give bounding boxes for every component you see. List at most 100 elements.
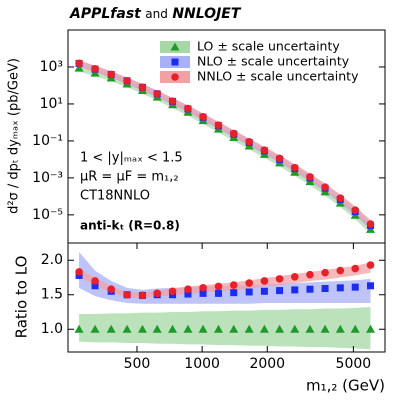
data-point — [91, 65, 99, 73]
annotation: anti-kₜ (R=0.8) — [80, 219, 180, 233]
y-tick-label: 10¹ — [40, 96, 63, 112]
data-point — [230, 289, 238, 297]
data-point — [91, 277, 99, 285]
data-point — [321, 268, 329, 277]
legend-marker — [171, 73, 179, 81]
title-part: APPLfast — [69, 6, 142, 22]
data-point — [153, 289, 161, 298]
data-point — [306, 173, 314, 181]
legend-marker — [171, 58, 179, 66]
data-point — [335, 324, 345, 333]
x-tick-label: 5000 — [336, 356, 372, 372]
y-tick-label: 1.0 — [41, 321, 63, 337]
data-point — [106, 324, 116, 333]
legend-label: NLO ± scale uncertainty — [197, 54, 350, 69]
data-point — [153, 89, 161, 98]
data-point — [214, 289, 222, 297]
data-point — [366, 324, 376, 333]
y-tick-label: 1.5 — [41, 287, 63, 303]
annotation: 1 < |y|ₘₐₓ < 1.5 — [80, 151, 183, 166]
legend-marker — [170, 42, 180, 51]
chart-title: APPLfast and NNLOJET — [69, 6, 242, 22]
data-point — [123, 77, 131, 85]
title-part: and — [145, 7, 168, 21]
data-point — [213, 324, 223, 333]
data-point — [259, 324, 269, 333]
data-point — [290, 324, 300, 333]
x-axis-label: m₁,₂ (GeV) — [306, 377, 385, 395]
legend-label: NNLO ± scale uncertainty — [197, 69, 359, 84]
data-point — [306, 285, 314, 293]
data-point — [290, 163, 299, 172]
title-part: NNLOJET — [172, 6, 242, 22]
y-tick-label: 10⁻¹ — [32, 133, 63, 149]
plot-area — [74, 251, 376, 350]
data-point — [350, 324, 360, 333]
data-point — [351, 206, 360, 215]
annotation: CT18NNLO — [80, 189, 150, 204]
x-tick-label: 500 — [124, 356, 151, 372]
y-axis-label: Ratio to LO — [13, 256, 31, 339]
data-point — [198, 324, 208, 333]
data-point — [199, 289, 207, 297]
data-point — [183, 324, 193, 333]
y-tick-label: 10⁻³ — [32, 170, 63, 186]
data-point — [366, 261, 375, 269]
data-point — [260, 146, 269, 154]
data-point — [90, 324, 100, 333]
uncertainty-band — [79, 262, 371, 299]
data-point — [214, 282, 223, 291]
data-point — [260, 287, 268, 295]
data-point — [91, 282, 99, 290]
data-point — [321, 285, 329, 293]
data-point — [107, 285, 115, 294]
data-point — [336, 284, 344, 292]
data-point — [137, 324, 147, 333]
data-point — [351, 283, 359, 291]
data-point — [244, 324, 254, 333]
plot-area — [74, 59, 376, 233]
y-tick-label: 10⁻⁵ — [32, 207, 63, 223]
data-point — [366, 220, 375, 228]
data-point — [74, 324, 84, 333]
x-tick-label: 1000 — [184, 356, 220, 372]
data-point — [75, 59, 83, 68]
data-point — [199, 113, 207, 121]
data-point — [122, 324, 132, 333]
data-point — [184, 290, 192, 298]
data-point — [320, 324, 330, 333]
data-point — [290, 273, 299, 281]
data-point — [260, 277, 269, 285]
plot-frame — [67, 242, 386, 353]
data-point — [168, 287, 177, 296]
data-point — [276, 287, 284, 295]
data-point — [321, 183, 329, 191]
data-point — [291, 286, 299, 294]
data-point — [229, 129, 238, 138]
data-point — [336, 194, 345, 203]
data-point — [336, 266, 345, 275]
y-tick-label: 10³ — [40, 59, 63, 75]
data-point — [229, 324, 239, 333]
data-point — [351, 264, 360, 273]
data-point — [152, 324, 162, 333]
data-point — [123, 290, 131, 299]
data-point — [214, 121, 223, 129]
data-point — [168, 97, 177, 105]
uncertainty-band — [78, 65, 373, 232]
annotation: μR = μF = m₁,₂ — [80, 170, 179, 185]
data-point — [306, 270, 314, 279]
y-tick-label: 2.0 — [41, 252, 63, 268]
data-point — [305, 324, 315, 333]
data-point — [367, 282, 375, 290]
data-point — [138, 83, 147, 92]
data-point — [107, 70, 115, 79]
data-point — [75, 268, 83, 276]
data-point — [275, 275, 284, 283]
legend-label: LO ± scale uncertainty — [197, 39, 340, 54]
uncertainty-band — [79, 307, 371, 350]
data-point — [275, 154, 284, 163]
data-point — [229, 281, 238, 289]
data-point — [74, 63, 84, 72]
